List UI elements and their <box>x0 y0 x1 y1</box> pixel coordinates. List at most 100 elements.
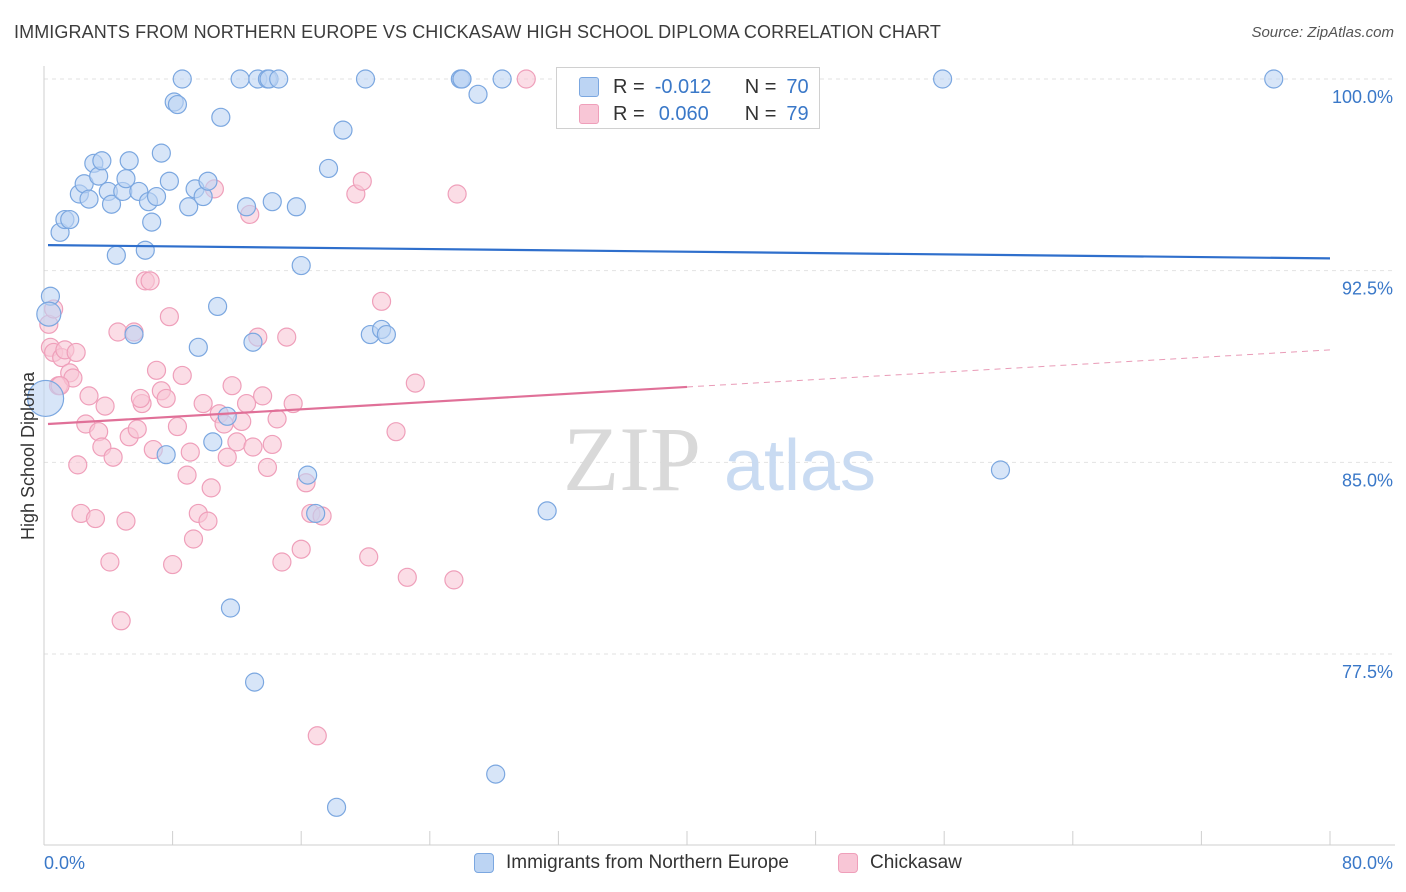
northern-europe-point <box>333 120 353 140</box>
chickasaw-point <box>262 434 282 455</box>
northern-europe-point <box>452 69 472 89</box>
northern-europe-point <box>537 501 557 521</box>
northern-europe-point <box>167 94 188 115</box>
chickasaw-point <box>116 511 136 531</box>
chickasaw-point <box>222 376 242 396</box>
northern-europe-point <box>217 406 237 426</box>
y-tick-labels: 100.0% 92.5% 85.0% 77.5% <box>1332 87 1393 682</box>
chickasaw-point <box>217 447 237 467</box>
trend-lines <box>47 244 1331 426</box>
northern-europe-point <box>119 151 139 171</box>
northern-europe-trend-line <box>47 244 1331 260</box>
northern-europe-point <box>990 460 1011 480</box>
chickasaw-point <box>79 386 99 406</box>
chickasaw-point <box>111 611 131 631</box>
legend-label: Chickasaw <box>870 852 962 873</box>
stats-legend: R = -0.012 N = 70 R = 0.060 N = 79 <box>556 67 820 129</box>
chickasaw-point <box>227 432 247 452</box>
chickasaw-point <box>127 419 147 439</box>
chickasaw-point <box>140 271 160 291</box>
series-legend: Immigrants from Northern Europe Chickasa… <box>0 850 1406 880</box>
blue-swatch-icon <box>579 77 599 97</box>
y-tick-label: 92.5% <box>1342 279 1393 299</box>
n-value: 70 <box>786 75 809 98</box>
chickasaw-point <box>95 396 115 416</box>
northern-europe-point <box>27 379 65 418</box>
northern-europe-point <box>236 197 257 217</box>
legend-item-chickasaw[interactable]: Chickasaw <box>838 852 962 874</box>
northern-europe-point <box>106 245 126 265</box>
northern-europe-point <box>269 69 289 89</box>
chickasaw-points <box>39 69 536 746</box>
chickasaw-point <box>183 529 204 549</box>
chickasaw-point <box>167 416 188 437</box>
chickasaw-point <box>386 422 406 442</box>
northern-europe-point <box>36 301 62 327</box>
chickasaw-point <box>201 478 221 498</box>
northern-europe-point <box>326 797 347 817</box>
chickasaw-point <box>257 457 278 478</box>
chickasaw-point <box>277 327 297 347</box>
watermark-zip: ZIP <box>563 408 701 510</box>
chickasaw-point <box>146 360 167 380</box>
r-label: R = <box>613 102 645 125</box>
legend-label: Immigrants from Northern Europe <box>506 852 789 873</box>
zipatlas-watermark: ZIP atlas <box>563 408 876 510</box>
northern-europe-point <box>208 296 228 317</box>
chickasaw-point <box>253 386 273 406</box>
x-tick-left: 0.0% <box>44 853 85 873</box>
stats-row-blue: R = -0.012 N = 70 <box>579 74 809 100</box>
chickasaw-point <box>100 552 120 572</box>
northern-europe-point <box>230 69 250 89</box>
pink-swatch-icon <box>579 104 599 124</box>
chickasaw-point <box>397 567 417 587</box>
chart-title: IMMIGRANTS FROM NORTHERN EUROPE VS CHICK… <box>14 22 941 42</box>
northern-europe-point <box>355 69 376 89</box>
y-axis-label: High School Diploma <box>18 371 38 540</box>
northern-europe-point <box>142 212 162 232</box>
chickasaw-point <box>198 511 218 531</box>
stats-row-pink: R = 0.060 N = 79 <box>579 101 809 127</box>
chickasaw-point <box>243 437 263 457</box>
northern-europe-point <box>156 445 176 465</box>
northern-europe-point <box>932 69 953 89</box>
chickasaw-point <box>405 373 425 393</box>
n-label: N = <box>744 75 777 98</box>
northern-europe-point <box>203 432 223 452</box>
chickasaw-point <box>283 393 303 414</box>
northern-europe-point <box>146 186 167 207</box>
chickasaw-point <box>444 570 464 590</box>
chickasaw-point <box>163 554 183 575</box>
r-label: R = <box>613 75 645 98</box>
chickasaw-point <box>267 409 287 429</box>
axes <box>43 66 1395 846</box>
northern-europe-point <box>262 192 282 212</box>
chickasaw-point <box>156 388 176 409</box>
r-value: 0.060 <box>658 102 709 125</box>
northern-europe-point <box>135 240 155 260</box>
y-tick-label: 77.5% <box>1342 662 1393 682</box>
chickasaw-point <box>85 508 106 529</box>
legend-item-northern-europe[interactable]: Immigrants from Northern Europe <box>474 852 789 874</box>
r-value: -0.012 <box>654 75 712 98</box>
northern-europe-point <box>306 503 326 524</box>
northern-europe-point <box>172 69 192 89</box>
northern-europe-point <box>1264 69 1284 89</box>
watermark-atlas: atlas <box>724 426 876 506</box>
grid-lines <box>44 78 1395 655</box>
chickasaw-trend-line <box>47 385 688 426</box>
northern-europe-point <box>286 197 306 217</box>
x-tick-right: 80.0% <box>1342 853 1393 873</box>
northern-europe-point <box>159 171 179 191</box>
n-label: N = <box>744 102 777 125</box>
northern-europe-point <box>291 255 311 276</box>
northern-europe-point <box>198 171 218 191</box>
chickasaw-point <box>272 552 292 572</box>
chickasaw-point <box>103 447 123 467</box>
northern-europe-point <box>101 194 122 214</box>
northern-europe-points <box>27 69 1284 817</box>
chickasaw-trend-extension <box>686 349 1331 388</box>
chickasaw-point <box>108 322 128 342</box>
northern-europe-point <box>188 337 208 357</box>
pink-swatch-icon <box>838 853 858 873</box>
